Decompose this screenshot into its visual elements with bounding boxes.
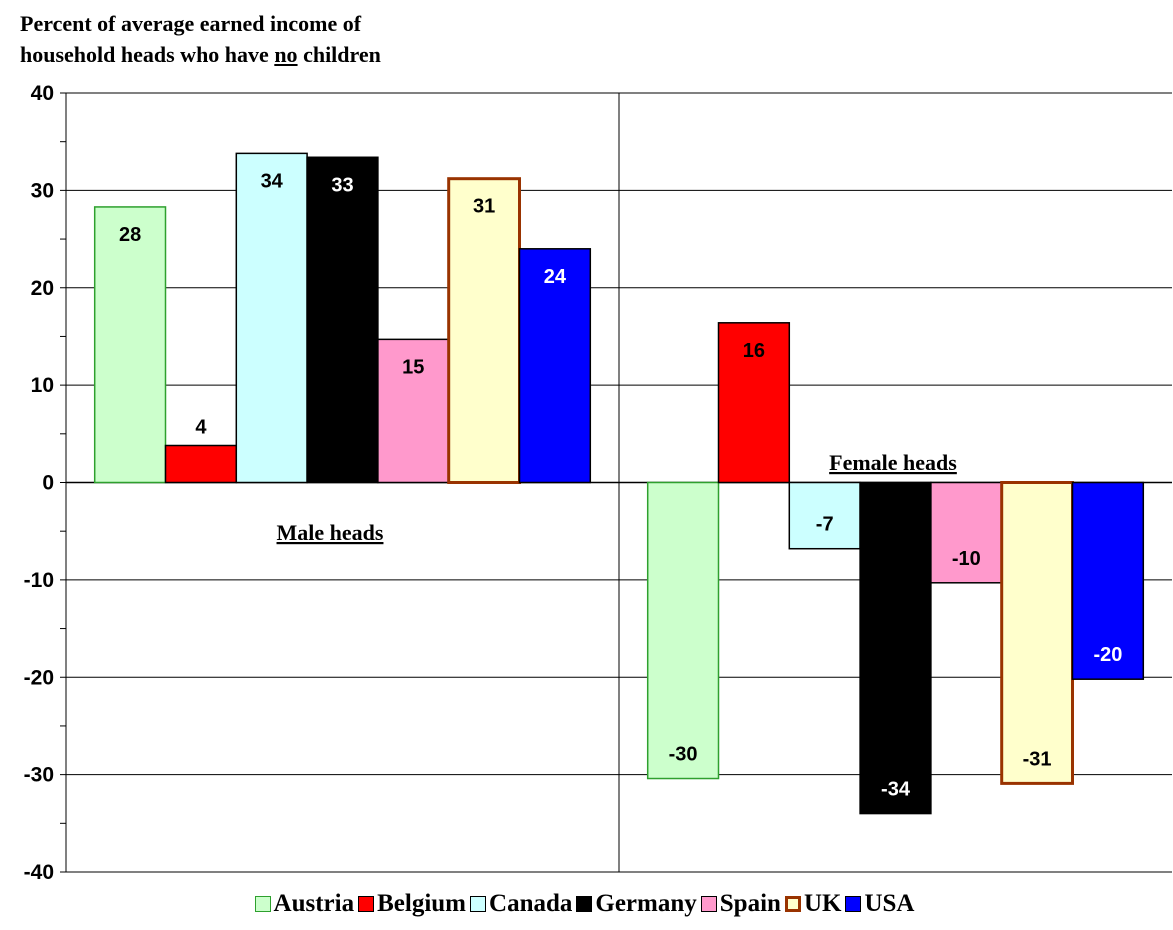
legend-label-spain: Spain	[719, 890, 781, 917]
data-labels: 28 -30 4 16 34 -7 33 -34 15 -10 31 -31 24 -20	[119, 170, 1122, 800]
bars	[93, 152, 1145, 815]
legend-swatch-uk	[784, 896, 801, 912]
data-label-canada-male: 34	[261, 170, 284, 192]
legend-item-canada: Canada	[470, 890, 572, 918]
data-label-canada-female: -7	[816, 514, 834, 536]
bar-germany-male	[306, 156, 379, 484]
legend-item-austria: Austria	[254, 890, 355, 918]
bar-belgium-female	[717, 322, 791, 484]
data-label-spain-male: 15	[402, 356, 424, 378]
legend-swatch-spain	[700, 896, 717, 912]
data-label-usa-male: 24	[544, 266, 567, 288]
y-tick-label: 30	[31, 179, 54, 202]
y-tick-label: 20	[31, 277, 54, 300]
legend-swatch-germany	[576, 896, 593, 912]
data-label-spain-female: -10	[952, 548, 981, 570]
legend-item-belgium: Belgium	[358, 890, 466, 918]
data-label-belgium-male: 4	[195, 416, 207, 438]
legend-label-usa: USA	[864, 890, 915, 917]
group-label-female: Female heads	[829, 450, 957, 475]
data-label-uk-female: -31	[1023, 748, 1052, 770]
legend-item-uk: UK	[784, 890, 842, 918]
chart-title-line-2: household heads who have no children	[20, 39, 381, 70]
data-label-germany-female: -34	[881, 779, 911, 801]
bar-austria-female	[646, 481, 720, 780]
bar-usa-female	[1071, 481, 1145, 680]
y-tick-label: -20	[24, 666, 54, 689]
bar-spain-female	[930, 481, 1003, 584]
chart-title: Percent of average earned income of hous…	[20, 8, 381, 70]
bar-austria-male	[93, 206, 167, 484]
legend-label-uk: UK	[803, 890, 842, 917]
bar-canada-female	[788, 481, 861, 550]
legend-label-austria: Austria	[273, 890, 355, 917]
bar-usa-male	[518, 248, 592, 484]
group-label-male: Male heads	[277, 520, 384, 545]
chart-title-line-2-pre: household heads who have	[20, 42, 275, 67]
legend-label-belgium: Belgium	[377, 890, 467, 917]
legend-swatch-usa	[845, 896, 862, 912]
legend: Austria Belgium Canada Germany Spain UK USA	[0, 890, 1173, 919]
y-tick-label: 10	[31, 374, 54, 397]
y-tick-label: 40	[31, 82, 54, 105]
data-label-germany-male: 33	[331, 174, 353, 196]
legend-item-usa: USA	[845, 890, 914, 918]
chart-title-emphasis: no	[274, 42, 298, 67]
group-labels: Male heads Female heads	[277, 450, 958, 545]
legend-label-canada: Canada	[489, 890, 573, 917]
legend-swatch-canada	[470, 896, 487, 912]
y-tick-label: -10	[24, 569, 54, 592]
bar-germany-female	[859, 481, 932, 815]
bar-belgium-male	[164, 444, 238, 484]
y-tick-label: -40	[24, 861, 54, 880]
legend-swatch-belgium	[358, 896, 375, 912]
data-label-belgium-female: 16	[743, 340, 765, 362]
legend-label-germany: Germany	[595, 890, 697, 917]
y-axis: 40 30 20 10 0 -10 -20 -30 -40	[24, 82, 67, 880]
data-label-usa-female: -20	[1093, 644, 1122, 666]
bar-chart: 40 30 20 10 0 -10 -20 -30 -40 Male heads Female h…	[24, 82, 1172, 880]
data-label-austria-female: -30	[669, 744, 698, 766]
bar-uk-female	[1000, 481, 1075, 785]
chart-title-line-2-post: children	[297, 42, 381, 67]
legend-item-spain: Spain	[700, 890, 781, 918]
bar-canada-male	[235, 152, 308, 484]
chart-title-line-1: Percent of average earned income of	[20, 11, 362, 36]
data-label-austria-male: 28	[119, 224, 141, 246]
legend-swatch-austria	[254, 896, 271, 912]
y-tick-label: 0	[42, 472, 54, 495]
bar-uk-male	[447, 177, 522, 484]
y-tick-label: -30	[24, 764, 54, 787]
data-label-uk-male: 31	[473, 196, 495, 218]
legend-item-germany: Germany	[576, 890, 697, 918]
